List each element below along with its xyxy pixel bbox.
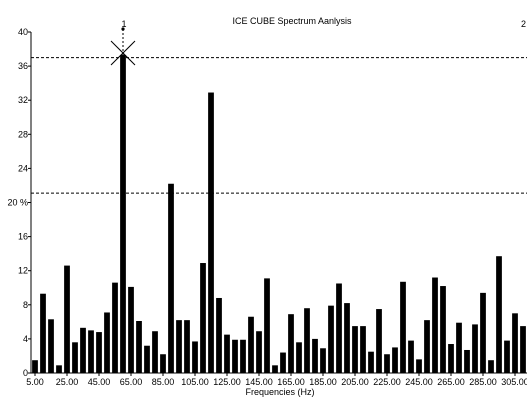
bar: [240, 339, 246, 373]
y-tick-label: 36: [18, 61, 28, 71]
bar: [464, 349, 470, 373]
x-tick-label: 165.00: [277, 377, 305, 387]
bar: [344, 303, 350, 373]
bar: [312, 338, 318, 373]
y-tick-label: 40: [18, 27, 28, 37]
x-tick-label: 205.00: [341, 377, 369, 387]
bar: [160, 354, 166, 373]
bar: [96, 332, 102, 373]
bar: [296, 342, 302, 373]
bar: [408, 340, 414, 373]
bar: [192, 341, 198, 373]
y-tick-label: 12: [18, 266, 28, 276]
bar: [488, 360, 494, 373]
bar: [56, 365, 62, 373]
bar: [448, 344, 454, 373]
bar: [264, 278, 270, 373]
x-tick-label: 225.00: [373, 377, 401, 387]
chart-title: ICE CUBE Spectrum Aanlysis: [232, 16, 352, 26]
bar: [440, 286, 446, 373]
bar: [200, 263, 206, 373]
y-tick-label: 20 %: [7, 198, 28, 208]
bar: [336, 283, 342, 373]
y-tick-label: 16: [18, 232, 28, 242]
bar: [384, 354, 390, 373]
bar: [152, 331, 158, 373]
cursor-dot: [121, 27, 125, 31]
y-tick-label: 0: [23, 368, 28, 378]
x-tick-label: 105.00: [181, 377, 209, 387]
bar: [368, 351, 374, 373]
plot-area: 0 4 8 12 16 20 % 24 28 32 36 40 5.00 25.00 45.00 65.00…: [7, 27, 527, 387]
bar: [288, 314, 294, 373]
bar: [456, 322, 462, 373]
bar: [304, 308, 310, 373]
bar: [88, 330, 94, 373]
x-tick-label: 25.00: [56, 377, 79, 387]
x-tick-label: 125.00: [213, 377, 241, 387]
bar: [280, 352, 286, 373]
x-tick-label: 305.00: [501, 377, 527, 387]
bar: [64, 265, 70, 373]
bar: [168, 183, 174, 373]
cursor-1-label: 1: [121, 19, 126, 29]
bar: [184, 320, 190, 373]
bar: [136, 320, 142, 373]
x-tick-label: 245.00: [405, 377, 433, 387]
cursor-cross-b: [110, 40, 136, 66]
bar: [320, 348, 326, 373]
x-tick-label: 45.00: [88, 377, 111, 387]
bar: [424, 320, 430, 373]
x-axis-label: Frequencies (Hz): [245, 387, 314, 397]
x-tick-label: 85.00: [152, 377, 175, 387]
bar: [352, 326, 358, 373]
bar: [328, 305, 334, 373]
bar: [208, 92, 214, 373]
y-tick-label: 32: [18, 95, 28, 105]
y-tick-label: 4: [23, 334, 28, 344]
bar: [72, 342, 78, 373]
x-tick-label: 5.00: [26, 377, 44, 387]
bar: [256, 331, 262, 373]
bar: [496, 256, 502, 373]
bar: [144, 345, 150, 373]
bar: [216, 297, 222, 373]
bar: [432, 277, 438, 373]
cursor-2-label: 2: [521, 19, 526, 29]
bar: [272, 365, 278, 373]
bar: [248, 316, 254, 373]
bar: [40, 293, 46, 373]
bar: [112, 282, 118, 373]
y-tick-label: 8: [23, 300, 28, 310]
bar: [400, 281, 406, 373]
bar: [232, 339, 238, 373]
bar: [520, 326, 526, 373]
bar: [416, 359, 422, 373]
bar: [480, 292, 486, 373]
bar: [504, 340, 510, 373]
x-tick-label: 65.00: [120, 377, 143, 387]
bar: [176, 320, 182, 373]
bar: [104, 312, 110, 373]
bar: [80, 327, 86, 373]
bar: [376, 309, 382, 373]
x-tick-label: 265.00: [437, 377, 465, 387]
bar: [472, 324, 478, 373]
bar: [392, 347, 398, 373]
x-tick-label: 285.00: [469, 377, 497, 387]
y-tick-label: 24: [18, 163, 28, 173]
bar: [224, 334, 230, 373]
bar: [512, 313, 518, 373]
bar: [360, 326, 366, 373]
x-tick-label: 185.00: [309, 377, 337, 387]
bar: [32, 360, 38, 373]
y-tick-label: 28: [18, 129, 28, 139]
bar: [48, 319, 54, 373]
x-tick-label: 145.00: [245, 377, 273, 387]
bar: [128, 286, 134, 373]
